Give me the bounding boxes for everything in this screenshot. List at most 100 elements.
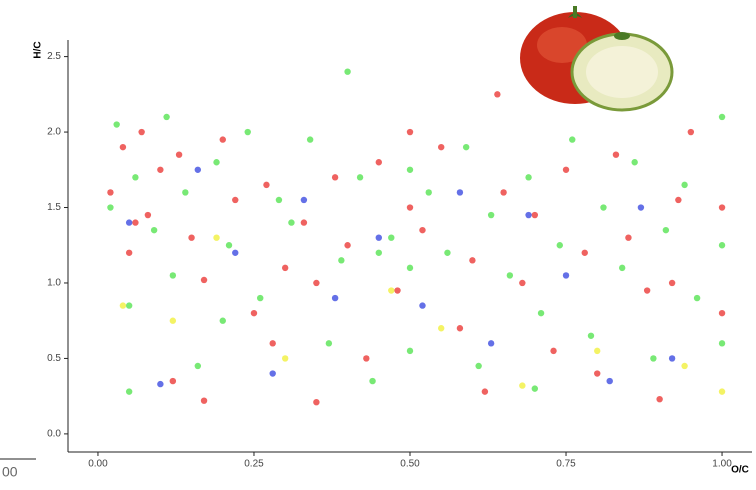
- point: [195, 167, 201, 173]
- point: [419, 227, 425, 233]
- point: [338, 257, 344, 263]
- point: [213, 234, 219, 240]
- point: [170, 272, 176, 278]
- point: [407, 348, 413, 354]
- point: [525, 174, 531, 180]
- point: [494, 91, 500, 97]
- point: [407, 204, 413, 210]
- point: [638, 204, 644, 210]
- point: [407, 129, 413, 135]
- x-axis-label: O/C: [731, 465, 749, 476]
- point: [519, 280, 525, 286]
- point: [120, 302, 126, 308]
- point: [201, 397, 207, 403]
- point: [694, 295, 700, 301]
- point: [107, 204, 113, 210]
- point: [675, 197, 681, 203]
- point: [538, 310, 544, 316]
- point: [631, 159, 637, 165]
- point: [588, 333, 594, 339]
- point: [394, 287, 400, 293]
- point: [388, 287, 394, 293]
- point: [532, 212, 538, 218]
- point: [313, 399, 319, 405]
- point: [213, 159, 219, 165]
- point: [288, 219, 294, 225]
- point: [113, 121, 119, 127]
- point: [357, 174, 363, 180]
- point: [138, 129, 144, 135]
- point: [613, 151, 619, 157]
- point: [438, 325, 444, 331]
- point: [500, 189, 506, 195]
- point: [157, 381, 163, 387]
- point: [120, 144, 126, 150]
- point: [301, 197, 307, 203]
- point: [663, 227, 669, 233]
- point: [376, 234, 382, 240]
- point: [301, 219, 307, 225]
- chart: 00 H/C O/C 0.00.51.01.52.02.50.000.250.5…: [0, 0, 756, 485]
- point: [407, 265, 413, 271]
- point: [457, 325, 463, 331]
- point: [444, 250, 450, 256]
- point: [525, 212, 531, 218]
- point: [619, 265, 625, 271]
- point: [650, 355, 656, 361]
- point: [563, 272, 569, 278]
- point: [232, 250, 238, 256]
- point: [469, 257, 475, 263]
- point: [182, 189, 188, 195]
- y-tick-label: 2.5: [47, 51, 61, 62]
- point: [369, 378, 375, 384]
- point: [245, 129, 251, 135]
- point: [263, 182, 269, 188]
- point: [363, 355, 369, 361]
- point: [719, 242, 725, 248]
- point: [463, 144, 469, 150]
- point: [145, 212, 151, 218]
- y-tick-label: 1.0: [47, 278, 61, 289]
- point: [426, 189, 432, 195]
- point: [563, 167, 569, 173]
- point: [326, 340, 332, 346]
- point: [195, 363, 201, 369]
- plot-area: [107, 68, 725, 405]
- point: [282, 355, 288, 361]
- point: [376, 250, 382, 256]
- point: [407, 167, 413, 173]
- point: [126, 250, 132, 256]
- point: [132, 219, 138, 225]
- point: [625, 234, 631, 240]
- point: [719, 204, 725, 210]
- y-tick-label: 1.5: [47, 202, 61, 213]
- tomato-image: [520, 6, 672, 110]
- point: [276, 197, 282, 203]
- point: [232, 197, 238, 203]
- point: [220, 318, 226, 324]
- point: [157, 167, 163, 173]
- point: [332, 295, 338, 301]
- point: [557, 242, 563, 248]
- point: [282, 265, 288, 271]
- point: [376, 159, 382, 165]
- point: [719, 310, 725, 316]
- y-tick-label: 2.0: [47, 127, 61, 138]
- point: [688, 129, 694, 135]
- point: [644, 287, 650, 293]
- x-tick-label: 0.25: [244, 459, 264, 470]
- y-tick-label: 0.0: [47, 429, 61, 440]
- point: [488, 340, 494, 346]
- point: [163, 114, 169, 120]
- point: [607, 378, 613, 384]
- point: [594, 370, 600, 376]
- point: [170, 378, 176, 384]
- y-tick-label: 0.5: [47, 353, 61, 364]
- x-tick-label: 1.00: [712, 459, 732, 470]
- point: [594, 348, 600, 354]
- point: [550, 348, 556, 354]
- point: [151, 227, 157, 233]
- point: [176, 151, 182, 157]
- point: [681, 182, 687, 188]
- point: [457, 189, 463, 195]
